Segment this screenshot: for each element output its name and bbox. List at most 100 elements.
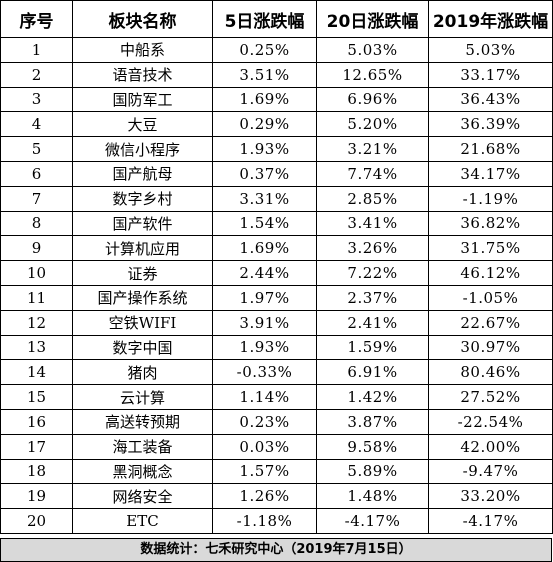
cell-sector-name: 云计算	[72, 384, 213, 410]
cell-index: 3	[0, 86, 73, 113]
cell-2019-change: 27.52%	[428, 384, 553, 410]
table-body: 1 中船系 0.25% 5.03% 5.03% 2 语音技术 3.51% 12.65% 33.17…	[0, 37, 553, 534]
table-row: 19 网络安全 1.26% 1.48% 33.20%	[0, 483, 553, 510]
cell-index: 8	[0, 210, 73, 237]
table-row: 2 语音技术 3.51% 12.65% 33.17%	[0, 61, 553, 88]
cell-sector-name: 国产软件	[72, 210, 213, 237]
table-row: 6 国产航母 0.37% 7.74% 34.17%	[0, 160, 553, 187]
cell-index: 13	[0, 334, 73, 361]
cell-index: 19	[0, 483, 73, 510]
table-row: 3 国防军工 1.69% 6.96% 36.43%	[0, 86, 553, 113]
cell-index: 10	[0, 260, 73, 286]
cell-sector-name: 数字乡村	[72, 185, 213, 212]
cell-sector-name: 数字中国	[72, 334, 213, 361]
cell-index: 11	[0, 284, 73, 311]
table-row: 9 计算机应用 1.69% 3.26% 31.75%	[0, 235, 553, 262]
cell-2019-change: 80.46%	[428, 359, 553, 386]
cell-sector-name: 语音技术	[72, 61, 213, 88]
cell-2019-change: 34.17%	[428, 160, 553, 187]
cell-20day-change: 2.41%	[316, 309, 429, 336]
cell-2019-change: 36.39%	[428, 111, 553, 138]
cell-20day-change: 1.42%	[316, 384, 429, 410]
source-footer: 数据统计：七禾研究中心（2019年7月15日）	[0, 538, 552, 562]
cell-2019-change: 30.97%	[428, 334, 553, 361]
table-row: 18 黑洞概念 1.57% 5.89% -9.47%	[0, 458, 553, 485]
cell-20day-change: 7.74%	[316, 160, 429, 187]
cell-sector-name: 证券	[72, 260, 213, 286]
cell-20day-change: 2.85%	[316, 185, 429, 212]
cell-5day-change: 0.29%	[212, 111, 317, 138]
table-row: 1 中船系 0.25% 5.03% 5.03%	[0, 37, 553, 63]
cell-index: 15	[0, 384, 73, 410]
header-5day-change: 5日涨跌幅	[212, 0, 317, 38]
cell-5day-change: -0.33%	[212, 359, 317, 386]
cell-index: 7	[0, 185, 73, 212]
table-row: 15 云计算 1.14% 1.42% 27.52%	[0, 384, 553, 410]
cell-5day-change: 3.51%	[212, 61, 317, 88]
table-header-row: 序号 板块名称 5日涨跌幅 20日涨跌幅 2019年涨跌幅	[0, 0, 553, 38]
cell-index: 9	[0, 235, 73, 262]
cell-sector-name: 黑洞概念	[72, 458, 213, 485]
cell-5day-change: 3.91%	[212, 309, 317, 336]
cell-2019-change: -4.17%	[428, 508, 553, 534]
cell-20day-change: 5.20%	[316, 111, 429, 138]
cell-20day-change: 7.22%	[316, 260, 429, 286]
cell-20day-change: 3.26%	[316, 235, 429, 262]
cell-index: 5	[0, 136, 73, 162]
table-row: 16 高送转预期 0.23% 3.87% -22.54%	[0, 408, 553, 435]
cell-2019-change: 21.68%	[428, 136, 553, 162]
cell-2019-change: 31.75%	[428, 235, 553, 262]
table-row: 7 数字乡村 3.31% 2.85% -1.19%	[0, 185, 553, 212]
cell-sector-name: 海工装备	[72, 433, 213, 460]
cell-20day-change: 5.03%	[316, 37, 429, 63]
cell-2019-change: -22.54%	[428, 408, 553, 435]
cell-index: 20	[0, 508, 73, 534]
cell-20day-change: 3.87%	[316, 408, 429, 435]
cell-2019-change: 42.00%	[428, 433, 553, 460]
header-index: 序号	[0, 0, 73, 38]
cell-20day-change: 1.48%	[316, 483, 429, 510]
table-row: 10 证券 2.44% 7.22% 46.12%	[0, 260, 553, 286]
cell-sector-name: 计算机应用	[72, 235, 213, 262]
cell-5day-change: 1.14%	[212, 384, 317, 410]
cell-20day-change: 9.58%	[316, 433, 429, 460]
cell-2019-change: 33.17%	[428, 61, 553, 88]
cell-index: 17	[0, 433, 73, 460]
cell-20day-change: 6.96%	[316, 86, 429, 113]
header-2019-change: 2019年涨跌幅	[428, 0, 553, 38]
cell-5day-change: 1.69%	[212, 86, 317, 113]
cell-sector-name: 中船系	[72, 37, 213, 63]
cell-5day-change: 1.57%	[212, 458, 317, 485]
cell-5day-change: 0.03%	[212, 433, 317, 460]
cell-20day-change: 1.59%	[316, 334, 429, 361]
table-row: 11 国产操作系统 1.97% 2.37% -1.05%	[0, 284, 553, 311]
cell-5day-change: 1.54%	[212, 210, 317, 237]
cell-2019-change: 22.67%	[428, 309, 553, 336]
cell-20day-change: 2.37%	[316, 284, 429, 311]
cell-sector-name: 空铁WIFI	[72, 309, 213, 336]
cell-5day-change: -1.18%	[212, 508, 317, 534]
cell-2019-change: -9.47%	[428, 458, 553, 485]
cell-sector-name: 猪肉	[72, 359, 213, 386]
table-row: 17 海工装备 0.03% 9.58% 42.00%	[0, 433, 553, 460]
cell-2019-change: 36.82%	[428, 210, 553, 237]
cell-5day-change: 1.93%	[212, 334, 317, 361]
cell-2019-change: -1.19%	[428, 185, 553, 212]
cell-sector-name: 网络安全	[72, 483, 213, 510]
cell-2019-change: 36.43%	[428, 86, 553, 113]
cell-2019-change: -1.05%	[428, 284, 553, 311]
header-sector-name: 板块名称	[72, 0, 213, 38]
table-row: 12 空铁WIFI 3.91% 2.41% 22.67%	[0, 309, 553, 336]
cell-sector-name: 大豆	[72, 111, 213, 138]
cell-sector-name: 国防军工	[72, 86, 213, 113]
cell-index: 12	[0, 309, 73, 336]
cell-index: 18	[0, 458, 73, 485]
cell-sector-name: 高送转预期	[72, 408, 213, 435]
sector-change-table: 序号 板块名称 5日涨跌幅 20日涨跌幅 2019年涨跌幅 1 中船系 0.25% 5…	[0, 0, 553, 534]
cell-20day-change: 6.91%	[316, 359, 429, 386]
cell-5day-change: 1.97%	[212, 284, 317, 311]
cell-5day-change: 2.44%	[212, 260, 317, 286]
table-row: 4 大豆 0.29% 5.20% 36.39%	[0, 111, 553, 138]
table-row: 14 猪肉 -0.33% 6.91% 80.46%	[0, 359, 553, 386]
